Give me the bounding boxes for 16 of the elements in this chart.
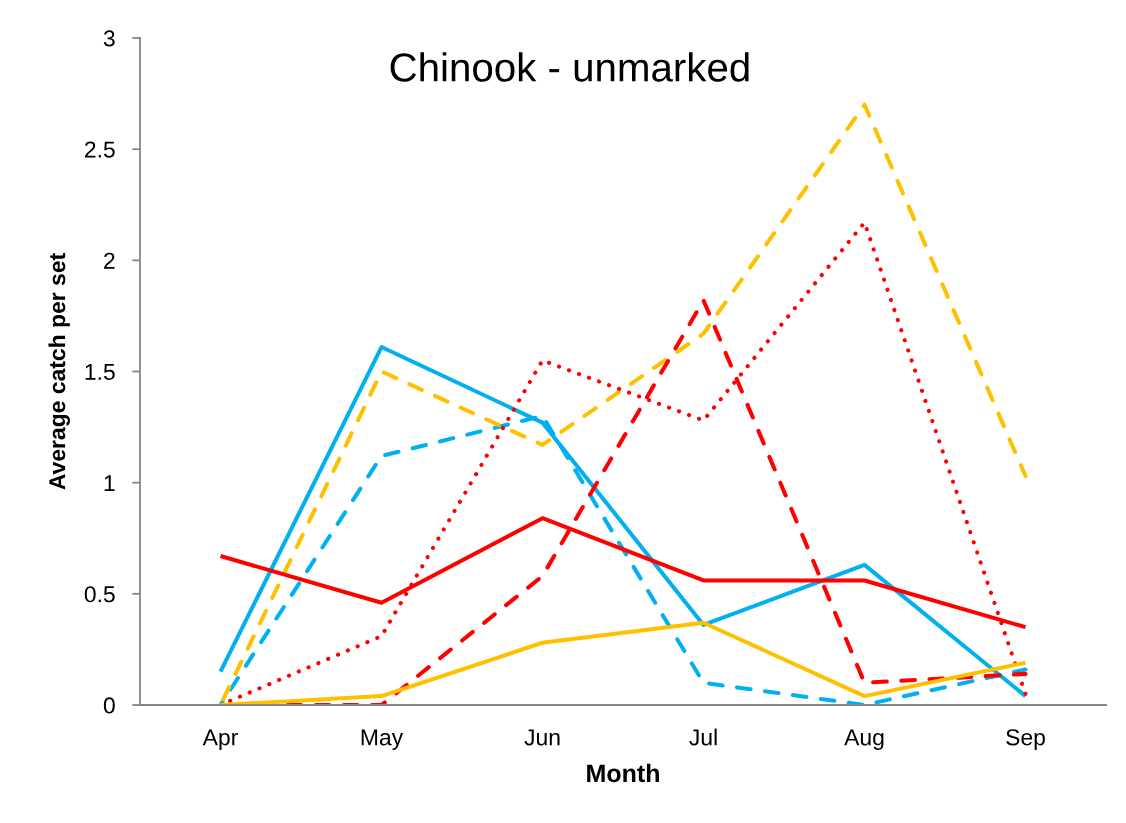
y-tick-label: 0 — [103, 697, 115, 714]
x-tick-label: Jun — [524, 729, 560, 746]
y-tick-label: 3 — [103, 30, 115, 47]
y-axis-title: Average catch per set — [48, 253, 70, 490]
y-tick-label: 1.5 — [85, 364, 115, 381]
x-tick-label: Apr — [202, 729, 238, 750]
chart-title: Chinook - unmarked — [390, 52, 749, 82]
x-tick-label: Jul — [689, 728, 717, 746]
x-tick-label: Aug — [844, 729, 884, 750]
y-tick-label: 1 — [104, 475, 115, 491]
x-tick-label: Sep — [1006, 729, 1045, 750]
x-axis-title: Month — [587, 763, 659, 783]
y-tick-label: 2.5 — [84, 141, 115, 158]
y-tick-label: 0.5 — [84, 586, 115, 603]
x-tick-label: May — [361, 729, 404, 750]
y-tick-label: 2 — [104, 252, 115, 269]
